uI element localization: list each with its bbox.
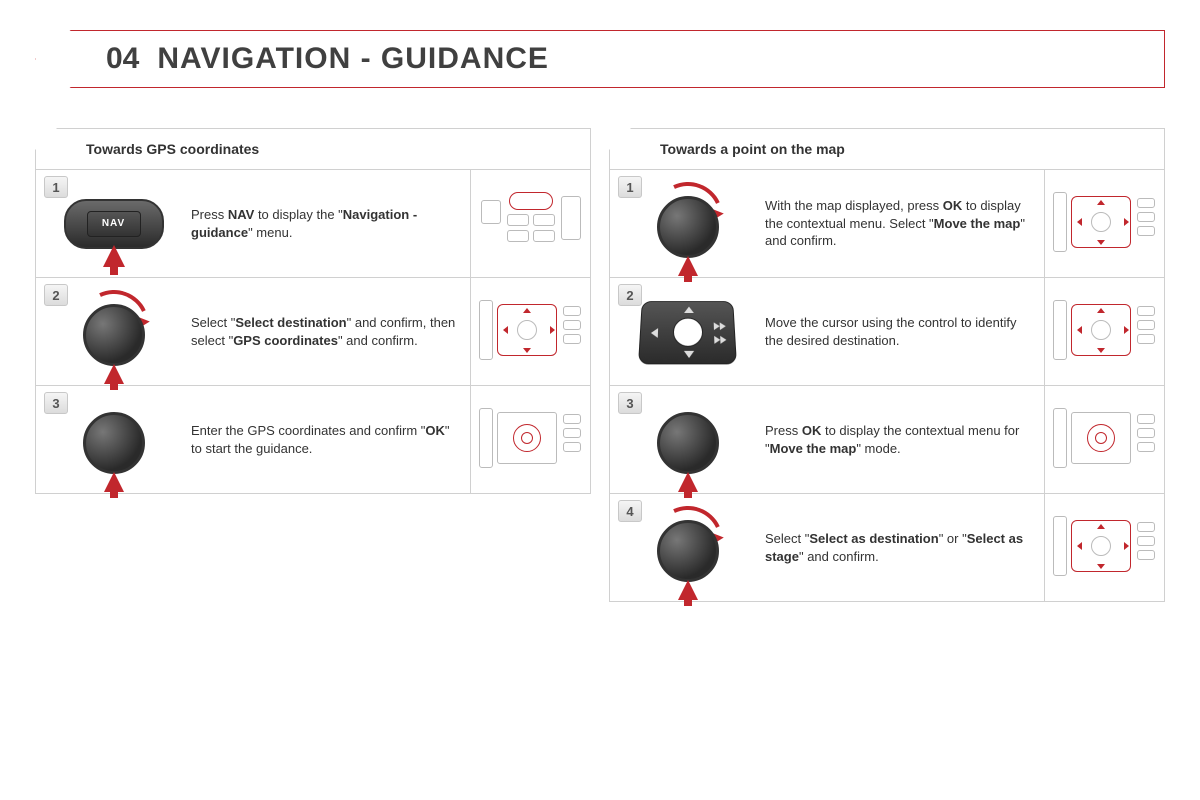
step-thumbnail — [470, 170, 590, 277]
dial-icon — [74, 292, 154, 372]
step-number-badge: 2 — [44, 284, 68, 306]
dial-icon — [648, 184, 728, 264]
step-number-badge: 1 — [44, 176, 68, 198]
step-number-badge: 4 — [618, 500, 642, 522]
left-column: Towards GPS coordinates 1 NAV Press NAV … — [35, 128, 591, 602]
console-thumbnail-icon — [1051, 294, 1159, 369]
console-thumbnail-icon — [477, 186, 585, 261]
dial-icon — [74, 400, 154, 480]
step-text: Press NAV to display the "Navigation - g… — [191, 170, 470, 277]
instruction-step: 4 Select "Select as destination" or "Sel… — [609, 494, 1165, 602]
step-text: Select "Select as destination" or "Selec… — [765, 494, 1044, 601]
content-columns: Towards GPS coordinates 1 NAV Press NAV … — [0, 98, 1200, 602]
left-heading: Towards GPS coordinates — [35, 128, 591, 170]
page-title: NAVIGATION - GUIDANCE — [157, 42, 549, 76]
press-arrow-icon — [678, 472, 698, 492]
step-text: Press OK to display the contextual menu … — [765, 386, 1044, 493]
step-text: Enter the GPS coordinates and confirm "O… — [191, 386, 470, 493]
page-number: 04 — [106, 42, 139, 76]
step-thumbnail — [1044, 278, 1164, 385]
page-header: 04 NAVIGATION - GUIDANCE — [35, 30, 1165, 88]
right-column: Towards a point on the map 1 With the ma… — [609, 128, 1165, 602]
step-number-badge: 1 — [618, 176, 642, 198]
step-thumbnail — [1044, 386, 1164, 493]
instruction-step: 1 With the map displayed, press OK to di… — [609, 170, 1165, 278]
step-thumbnail — [1044, 170, 1164, 277]
page-header-wrap: 04 NAVIGATION - GUIDANCE — [0, 0, 1200, 98]
step-text: Move the cursor using the control to ide… — [765, 278, 1044, 385]
instruction-step: 3 Enter the GPS coordinates and confirm … — [35, 386, 591, 494]
instruction-step: 2 Select "Select destination" and confir… — [35, 278, 591, 386]
dpad-icon — [638, 301, 737, 364]
press-arrow-icon — [104, 364, 124, 384]
step-text: Select "Select destination" and confirm,… — [191, 278, 470, 385]
console-thumbnail-icon — [1051, 186, 1159, 261]
console-thumbnail-icon — [477, 402, 585, 477]
instruction-step: 1 NAV Press NAV to display the "Navigati… — [35, 170, 591, 278]
right-heading: Towards a point on the map — [609, 128, 1165, 170]
nav-button-icon: NAV — [64, 199, 164, 249]
console-thumbnail-icon — [477, 294, 585, 369]
instruction-step: 2 Move the cursor using the control to i… — [609, 278, 1165, 386]
step-thumbnail — [470, 386, 590, 493]
dial-icon — [648, 400, 728, 480]
press-arrow-icon — [103, 245, 125, 267]
step-thumbnail — [1044, 494, 1164, 601]
step-text: With the map displayed, press OK to disp… — [765, 170, 1044, 277]
step-number-badge: 2 — [618, 284, 642, 306]
console-thumbnail-icon — [1051, 510, 1159, 585]
dial-icon — [648, 508, 728, 588]
step-number-badge: 3 — [618, 392, 642, 414]
press-arrow-icon — [678, 580, 698, 600]
console-thumbnail-icon — [1051, 402, 1159, 477]
instruction-step: 3 Press OK to display the contextual men… — [609, 386, 1165, 494]
press-arrow-icon — [104, 472, 124, 492]
press-arrow-icon — [678, 256, 698, 276]
step-number-badge: 3 — [44, 392, 68, 414]
step-thumbnail — [470, 278, 590, 385]
